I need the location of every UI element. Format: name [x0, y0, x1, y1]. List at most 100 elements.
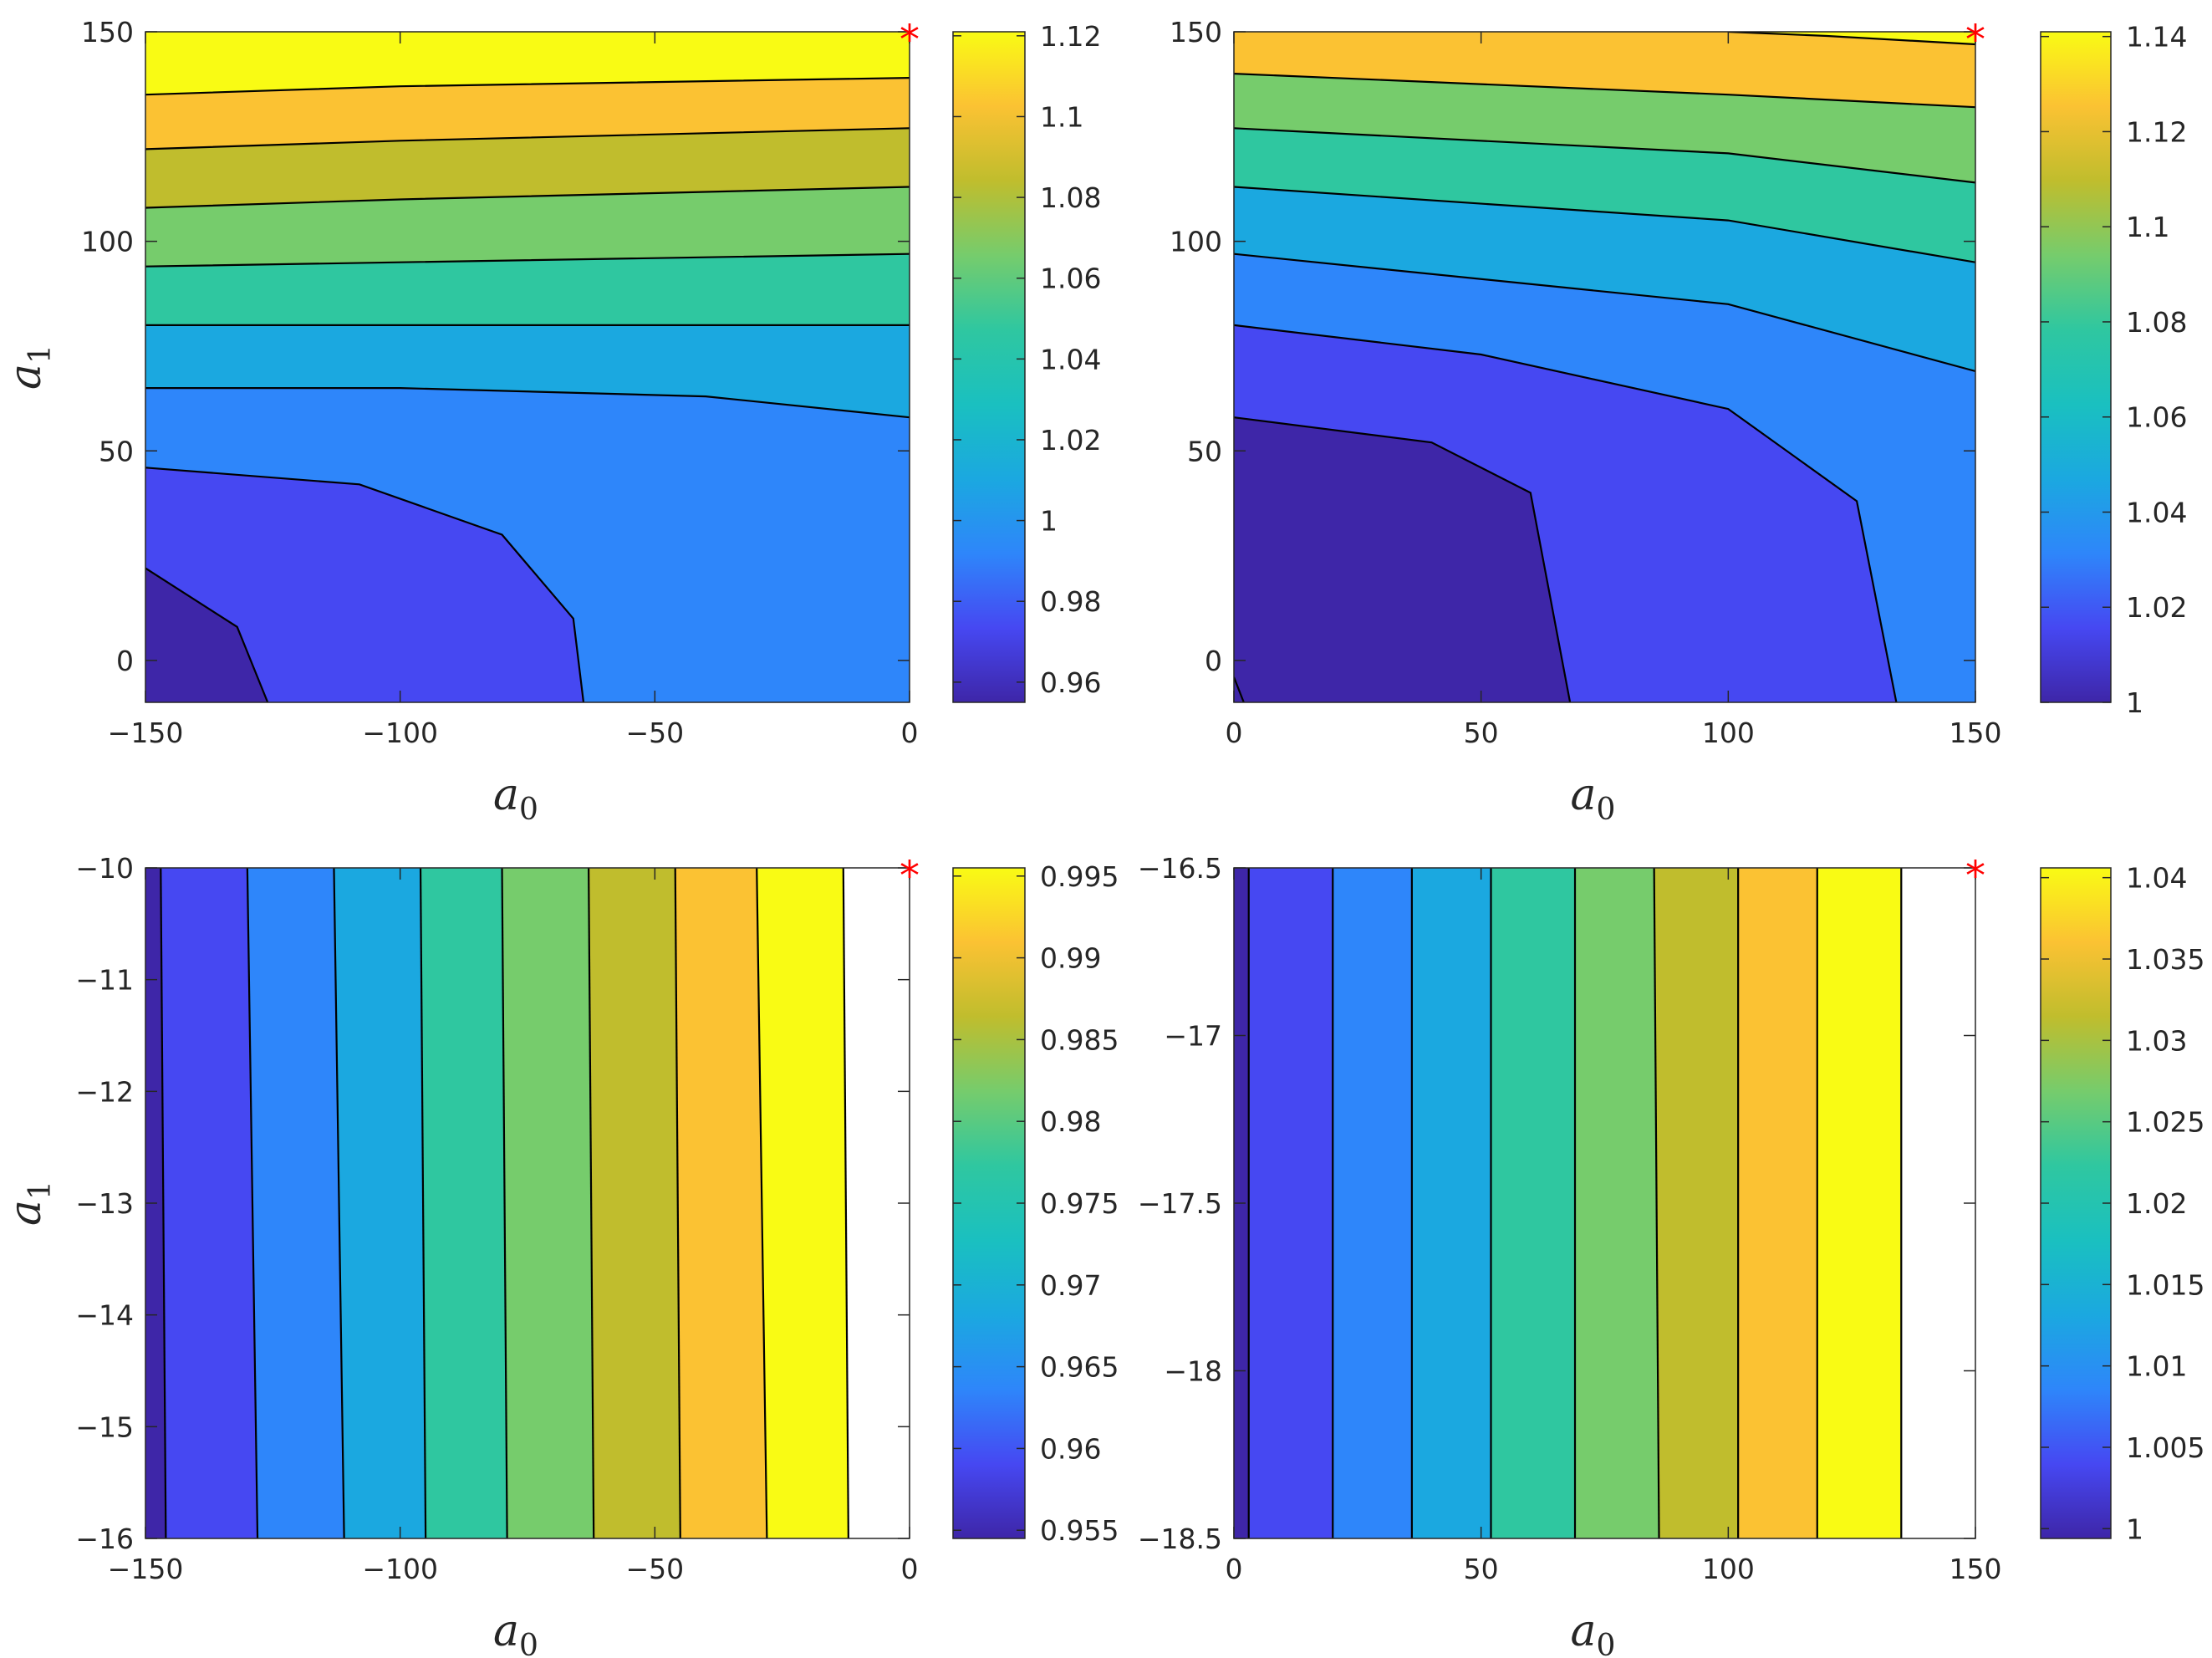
contour-region-8	[1817, 868, 1902, 1538]
colorbar-frame	[2040, 31, 2112, 703]
x-tick-label: 0	[901, 717, 919, 749]
colorbar-tick-label: 1.015	[2126, 1268, 2204, 1301]
colorbar-tick-label: 1.005	[2126, 1431, 2204, 1464]
contour-line-6	[145, 127, 910, 150]
contour-line-5	[588, 868, 595, 1538]
x-tick-label: −50	[626, 717, 685, 749]
contour-line-4	[145, 253, 910, 268]
y-tick-label: 0	[116, 645, 134, 677]
y-axis-label: a1	[1, 1181, 58, 1226]
contour-region-3	[333, 868, 426, 1538]
y-tick-label: 100	[81, 226, 134, 258]
colorbar-gradient	[2041, 32, 2111, 702]
panel-top-right: 0 50 100 150 0 50 100 150 a0 * 1 1.02 1.04 1.06 1.08 1.…	[1170, 16, 2187, 827]
colorbar-tick-label: 1.1	[2126, 211, 2169, 243]
colorbar-tick-label: 1	[2126, 1513, 2143, 1545]
contour-area	[1234, 868, 1903, 1538]
contour-line-5	[1234, 73, 1975, 109]
optimum-marker: *	[1965, 17, 1985, 64]
x-tick-label: 50	[1464, 1553, 1499, 1585]
colorbar: 1 1.005 1.01 1.015 1.02 1.025 1.03 1.035 1.04	[2040, 862, 2204, 1545]
x-tick-label: 0	[901, 1553, 919, 1585]
contour-region-2	[247, 868, 345, 1538]
y-tick-label: 50	[99, 435, 134, 467]
contour-area	[145, 32, 910, 702]
contour-line-7	[145, 77, 910, 96]
y-tick-label: −16.5	[1138, 852, 1222, 885]
colorbar-gradient	[953, 32, 1025, 702]
colorbar-tick-label: 1.14	[2126, 21, 2187, 54]
colorbar-tick-label: 1.08	[1040, 181, 1101, 214]
colorbar-tick-label: 0.965	[1040, 1351, 1119, 1384]
y-tick-label: −16	[75, 1523, 134, 1555]
colorbar-tick-label: 0.955	[1040, 1514, 1119, 1547]
y-axis-label: a1	[1, 344, 58, 390]
y-tick-label: −12	[75, 1075, 134, 1108]
contour-line-0	[160, 868, 167, 1538]
contour-line-3	[419, 868, 427, 1538]
y-tick-label: −15	[75, 1411, 134, 1443]
colorbar-tick-label: 0.96	[1040, 1432, 1101, 1465]
contour-line-2	[145, 387, 910, 419]
y-tick-label: 50	[1187, 435, 1222, 467]
colorbar-tick-label: 1.12	[2126, 115, 2187, 148]
panels: −150 −100 −50 0050100150a0a1*0.960.9811.021…	[1, 16, 2204, 1658]
y-tick-label: 150	[81, 16, 134, 48]
contour-line-3	[1234, 186, 1975, 263]
y-tick-label: −13	[75, 1187, 134, 1220]
x-tick-label: −50	[626, 1553, 685, 1585]
colorbar-gradient	[953, 868, 1025, 1538]
contour-region-1	[1248, 868, 1333, 1538]
x-axis-label: a0	[493, 770, 538, 827]
x-tick-label: 150	[1950, 717, 2002, 749]
y-tick-label: 100	[1170, 226, 1222, 258]
y-tick-label: −18	[1164, 1355, 1222, 1388]
colorbar-tick-label: 1.12	[1040, 20, 1101, 53]
x-tick-label: 150	[1950, 1553, 2002, 1585]
contour-line-2	[1234, 253, 1975, 373]
x-axis-label: a0	[1571, 1606, 1616, 1658]
contour-region-6	[588, 868, 681, 1538]
contour-region-3	[1411, 868, 1491, 1538]
colorbar-tick-label: 1.02	[2126, 1187, 2187, 1220]
panel-bottom-right: 0 50 100 150−18.5−18−17.5−17−16.5a0*11.0051…	[1138, 852, 2205, 1658]
y-tick-label: −18.5	[1138, 1523, 1222, 1555]
contour-region-6	[1654, 868, 1739, 1538]
y-tick-label: 0	[1205, 645, 1222, 677]
contour-region-2	[1332, 868, 1413, 1538]
x-tick-label: 100	[1702, 717, 1755, 749]
y-tick-label: −17.5	[1138, 1187, 1222, 1220]
contour-line-4	[1234, 127, 1975, 184]
y-tick-label: 150	[1170, 16, 1222, 48]
contour-line-7	[1234, 676, 1245, 702]
colorbar-tick-label: 0.96	[1040, 666, 1101, 699]
y-tick-label: −11	[75, 964, 134, 997]
contour-region-5	[1574, 868, 1660, 1538]
contour-line-5	[145, 186, 910, 209]
contour-area	[1234, 32, 1975, 702]
optimum-marker: *	[900, 853, 920, 900]
colorbar-tick-label: 1.025	[2126, 1106, 2204, 1139]
colorbar-gradient	[2041, 868, 2111, 1538]
colorbar-tick-label: 1.04	[1040, 343, 1101, 375]
axes-box	[1233, 31, 1976, 703]
contour-line-0	[1234, 416, 1572, 702]
axes-box	[145, 31, 910, 703]
contour-region-5	[501, 868, 594, 1538]
colorbar-tick-label: 1.08	[2126, 306, 2187, 339]
contour-line-6	[1728, 32, 1975, 46]
optimum-marker: *	[900, 17, 920, 64]
y-tick-label: −17	[1164, 1020, 1222, 1053]
colorbar-tick-label: 1.04	[2126, 862, 2187, 895]
colorbar-tick-label: 1	[1040, 505, 1058, 538]
contour-line-1	[1234, 324, 1898, 702]
x-tick-label: 100	[1702, 1553, 1755, 1585]
x-tick-label: −100	[362, 1553, 438, 1585]
x-tick-label: 0	[1226, 717, 1243, 749]
colorbar-tick-label: 0.99	[1040, 942, 1101, 975]
x-axis-label: a0	[493, 1606, 538, 1658]
colorbar-tick-label: 1.02	[1040, 424, 1101, 457]
optimum-marker: *	[1965, 853, 1985, 900]
contour-line-0	[145, 567, 269, 702]
